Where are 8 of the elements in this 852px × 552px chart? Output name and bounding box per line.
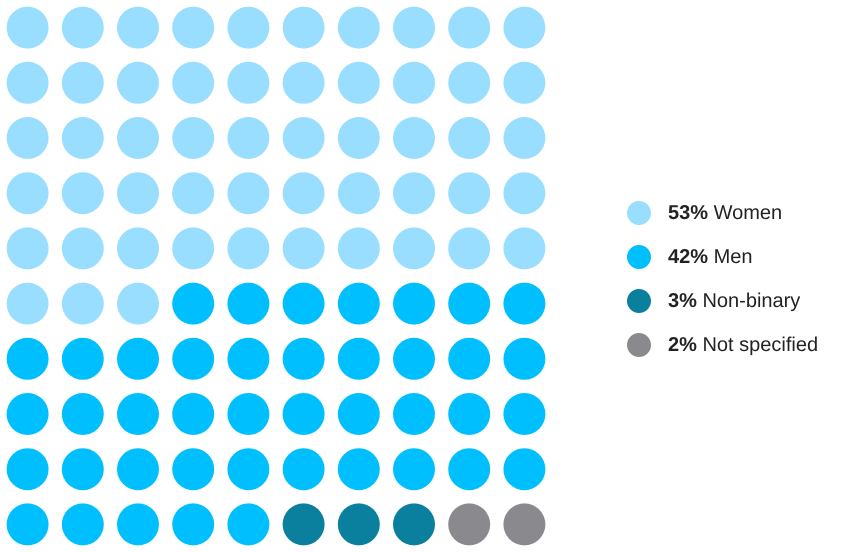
category-label: Women [714,202,782,224]
data-label: 53% [668,202,708,224]
category-label: Non-binary [702,290,800,312]
category-label: Not specified [702,334,818,356]
data-label: 42% [668,246,708,268]
data-label: 2% [668,334,697,356]
data-label: 3% [668,290,697,312]
category-label: Men [714,246,752,268]
